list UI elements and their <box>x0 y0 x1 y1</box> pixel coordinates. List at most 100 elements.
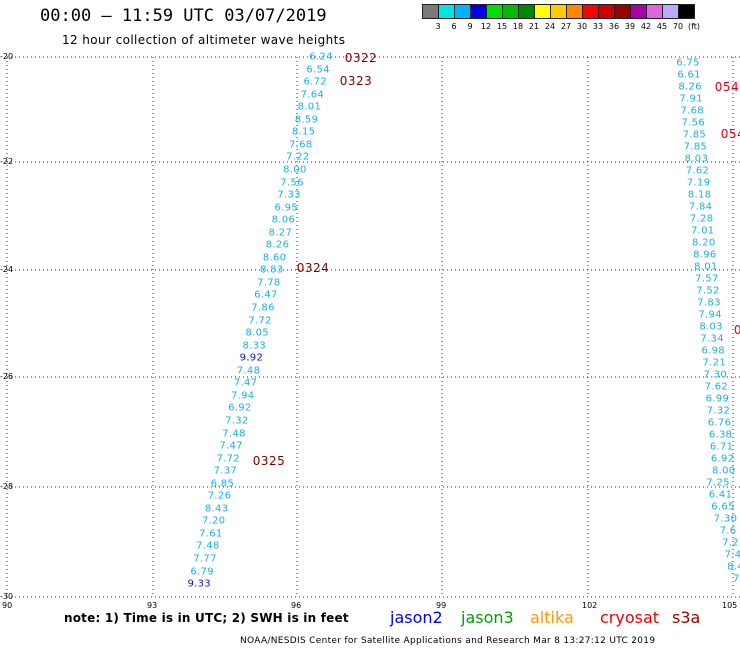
swh-value: 8.33 <box>242 340 267 352</box>
swh-value: 6.54 <box>306 64 330 76</box>
swh-value: 7.2 <box>722 537 739 549</box>
swh-value: 7.84 <box>688 201 713 213</box>
swh-value: 7.30 <box>713 513 738 525</box>
swh-value: 7.56 <box>280 177 304 188</box>
swh-value: 6.38 <box>708 429 733 441</box>
satellite-jason3: jason3 <box>461 608 514 627</box>
swh-value: 7.68 <box>680 105 704 117</box>
legend-label: 18 <box>512 22 524 31</box>
longitude-label: 93 <box>147 601 158 610</box>
swh-value: 7. <box>732 573 740 585</box>
swh-value: 6.75 <box>676 57 700 69</box>
swh-value: 7.26 <box>207 490 232 502</box>
swh-value: 7.72 <box>248 315 272 327</box>
legend-label: 30 <box>576 22 588 31</box>
swh-value: 7.72 <box>216 453 240 465</box>
swh-value: 8.06 <box>271 214 296 226</box>
satellite-cryosat: cryosat <box>600 608 660 627</box>
swh-value: 6.61 <box>677 69 701 81</box>
swh-value: 7.64 <box>300 89 325 101</box>
swh-value: 7.25 <box>706 477 730 489</box>
swh-value: 6.79 <box>190 566 214 578</box>
swh-value: 7.33 <box>277 189 301 201</box>
swh-value: 6.85 <box>210 478 235 490</box>
swh-value: 6.65 <box>711 501 735 513</box>
legend-label: 70 <box>672 22 684 31</box>
legend-label: (ft) <box>687 22 701 31</box>
swh-value: 8.03 <box>699 321 723 333</box>
legend-label: 33 <box>592 22 604 31</box>
swh-value: 7.56 <box>681 117 705 129</box>
satellite-jason2: jason2 <box>390 608 443 627</box>
legend-label: 15 <box>496 22 508 31</box>
swh-value: 8.26 <box>678 81 702 93</box>
swh-value: 7.61 <box>199 528 223 540</box>
swh-value: 7.32 <box>225 415 249 427</box>
swh-value: 7.01 <box>690 225 715 237</box>
legend-label: 27 <box>560 22 572 31</box>
legend-label: 12 <box>480 22 492 31</box>
swh-value: 7.48 <box>196 540 220 552</box>
swh-value: 7.20 <box>201 515 226 527</box>
pass-time-label: 0323 <box>339 74 373 88</box>
swh-value: 8.01 <box>694 261 718 273</box>
swh-value: 7.37 <box>213 465 238 477</box>
swh-value: 7.47 <box>219 440 243 452</box>
longitude-label: 102 <box>582 601 598 610</box>
page-subtitle: 12 hour collection of altimeter wave hei… <box>62 33 346 47</box>
swh-value: 8.26 <box>265 239 290 251</box>
swh-value: 7.22 <box>286 151 310 163</box>
swh-value: 8.60 <box>262 252 287 264</box>
swh-value: 6.24 <box>309 51 333 63</box>
legend-label: 24 <box>544 22 556 31</box>
swh-value: 7.30 <box>703 369 728 381</box>
swh-value: 7.57 <box>695 273 719 285</box>
swh-value: 8.00 <box>283 164 307 176</box>
swh-value: 7.85 <box>682 129 707 141</box>
legend-label: 45 <box>656 22 668 31</box>
swh-value: 7.6 <box>719 525 737 537</box>
swh-value: 6.98 <box>701 345 725 357</box>
swh-value: 7.78 <box>257 277 281 289</box>
swh-value: 6.99 <box>705 393 730 405</box>
swh-value: 7.34 <box>700 333 724 345</box>
swh-value: 8.20 <box>692 237 716 249</box>
swh-value: 6.92 <box>228 402 252 414</box>
swh-value: 7.86 <box>251 302 275 314</box>
swh-value: 7.32 <box>706 405 731 417</box>
swh-value: 7.85 <box>683 141 708 153</box>
swh-value: 8.4 <box>727 561 740 573</box>
swh-value: 8.43 <box>204 503 229 515</box>
swh-value: 7.94 <box>230 390 255 402</box>
swh-value: 6.71 <box>709 441 734 453</box>
pass-time-label: 054 <box>720 127 740 141</box>
legend-label: 36 <box>608 22 620 31</box>
longitude-label: 105 <box>722 601 738 610</box>
swh-value: 7.94 <box>698 309 722 321</box>
swh-value: 7.48 <box>222 428 246 439</box>
pass-time-label: 0547 <box>714 80 740 94</box>
swh-value: 6.47 <box>254 289 278 301</box>
swh-value: 6.72 <box>303 76 327 88</box>
swh-value: 8.83 <box>259 264 284 276</box>
latitude-label: -22 <box>0 157 14 166</box>
swh-value: 7.83 <box>697 297 721 309</box>
swh-value: 9.33 <box>187 578 211 590</box>
longitude-label: 99 <box>436 601 447 610</box>
swh-value: 6.76 <box>707 417 732 429</box>
swh-value: 7.52 <box>696 285 720 297</box>
swh-value: 7.19 <box>686 177 711 189</box>
units-note: note: 1) Time is in UTC; 2) SWH is in fe… <box>64 611 349 625</box>
legend-label: 3 <box>435 22 441 31</box>
legend-label: 39 <box>624 22 636 31</box>
satellite-s3a: s3a <box>672 608 701 627</box>
longitude-label: 96 <box>291 601 302 610</box>
swh-value: 9.92 <box>239 352 264 364</box>
page-title: 00:00 — 11:59 UTC 03/07/2019 <box>40 6 327 26</box>
swh-value: 8.03 <box>684 153 709 165</box>
legend-swatch <box>678 4 695 19</box>
pass-time-label: 0324 <box>296 261 330 275</box>
swh-value: 7.47 <box>233 377 258 389</box>
pass-time-label: 0325 <box>252 454 286 468</box>
satellite-altika: altika <box>530 608 574 627</box>
